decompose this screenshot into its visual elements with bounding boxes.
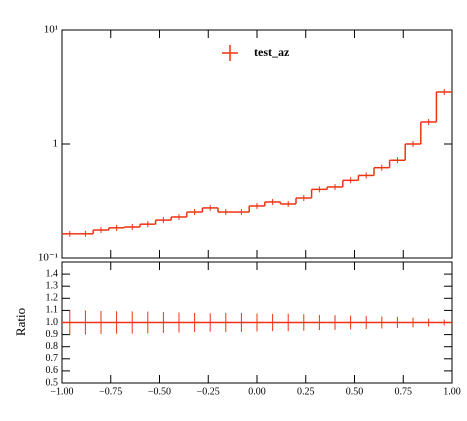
y-tick-label: 0.9 — [46, 329, 59, 340]
y-tick-label: 1.4 — [46, 268, 59, 279]
x-tick-label: −0.50 — [148, 386, 171, 397]
x-tick-label: −0.75 — [99, 386, 122, 397]
y-tick-label: 0.6 — [46, 365, 59, 376]
x-tick-label: 0.00 — [248, 386, 266, 397]
y-tick-label: 0.7 — [46, 353, 59, 364]
y-tick-label: 1.3 — [46, 280, 59, 291]
x-tick-label: −1.00 — [50, 386, 73, 397]
x-tick-label: −0.25 — [197, 386, 220, 397]
main-frame — [61, 29, 453, 259]
y-tick-label: 1.2 — [46, 293, 59, 304]
y-tick-label: 1 — [53, 138, 59, 150]
y-tick-label: 0.5 — [46, 377, 59, 388]
y-tick-label: 0.8 — [46, 341, 59, 352]
y-tick-label: 10¹ — [44, 24, 58, 36]
x-tick-label: 0.25 — [297, 386, 315, 397]
y-tick-label: 1.1 — [46, 305, 59, 316]
y-tick-label: 1.0 — [46, 317, 59, 328]
y-tick-label: 10⁻¹ — [38, 252, 58, 264]
y-axis-label: Ratio — [13, 308, 28, 336]
legend-label: test_az — [254, 45, 290, 59]
x-tick-label: 1.00 — [443, 386, 461, 397]
x-tick-label: 0.50 — [346, 386, 364, 397]
x-tick-label: 0.75 — [395, 386, 413, 397]
